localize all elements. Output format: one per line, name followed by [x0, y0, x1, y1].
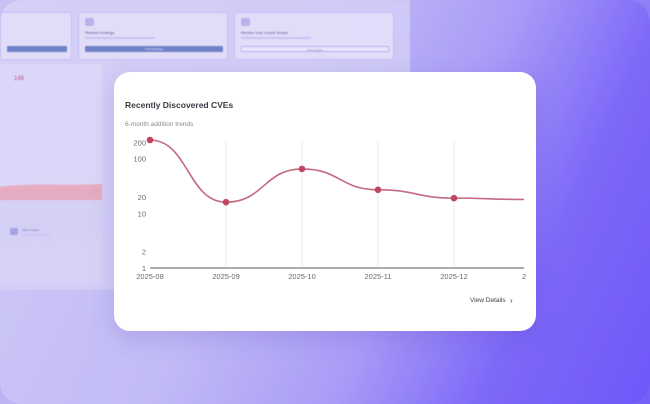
bg-metric-value: 148 [14, 76, 25, 82]
chevron-right-icon[interactable]: › [510, 296, 513, 305]
data-point[interactable] [450, 194, 458, 202]
x-tick-labels: 2025-08 2025-09 2025-10 2025-11 2025-12 2 [136, 272, 526, 281]
y-tick-label: 2 [142, 248, 146, 257]
chart-grid [225, 140, 455, 268]
bg-card-2-desc [85, 37, 155, 39]
x-tick-label: 2 [522, 272, 526, 281]
bg-card-1-button [7, 46, 67, 52]
view-details-link[interactable]: View Details [470, 297, 506, 304]
card-subtitle: 6-month addition trends [125, 121, 194, 128]
bg-action-card-1 [0, 12, 72, 60]
y-tick-label: 100 [133, 155, 146, 164]
bg-card-3-desc [241, 37, 311, 39]
bg-metric-caption: ····· [14, 70, 19, 74]
bg-chip-icon [10, 228, 18, 235]
y-tick-label: 20 [138, 193, 146, 202]
bg-card-2-title: Review Findings [85, 30, 115, 35]
bg-action-card-2: Review Findings Find Findings [78, 12, 228, 60]
background-top-row: Review Findings Find Findings Review You… [0, 6, 410, 60]
x-tick-label: 2025-10 [288, 272, 316, 281]
x-tick-label: 2025-11 [365, 272, 392, 281]
card-title: Recently Discovered CVEs [125, 100, 234, 110]
y-tick-label: 200 [133, 138, 146, 147]
scans-icon [241, 18, 250, 26]
bg-lower-panel: Other Scans [0, 200, 102, 284]
bg-action-card-3: Review Your recent Scans View Scans [234, 12, 394, 60]
data-point[interactable] [298, 165, 306, 173]
bg-chip-label: Other Scans [22, 228, 39, 232]
bg-card-3-button: View Scans [241, 46, 389, 52]
data-point[interactable] [146, 136, 154, 144]
findings-icon [85, 18, 94, 26]
x-tick-label: 2025-09 [212, 272, 240, 281]
y-tick-label: 1 [142, 264, 146, 273]
cve-card: 200 100 20 10 2 1 2025-08 2025-09 2025-10 2025-1… [114, 72, 536, 331]
cve-line-chart: 200 100 20 10 2 1 2025-08 2025-09 2025-10 2025-1… [133, 136, 526, 281]
bg-chip-line [22, 234, 50, 236]
data-point[interactable] [222, 198, 230, 206]
data-point[interactable] [374, 186, 382, 194]
bg-card-2-button: Find Findings [85, 46, 223, 52]
bg-metric-panel: ····· 148 [0, 64, 102, 242]
x-tick-label: 2025-08 [136, 272, 164, 281]
cve-series-line [149, 139, 525, 204]
y-tick-labels: 200 100 20 10 2 1 [133, 138, 146, 273]
x-tick-label: 2025-12 [440, 272, 468, 281]
bg-card-3-title: Review Your recent Scans [241, 30, 288, 35]
series-markers [146, 136, 458, 206]
y-tick-label: 10 [138, 209, 146, 218]
